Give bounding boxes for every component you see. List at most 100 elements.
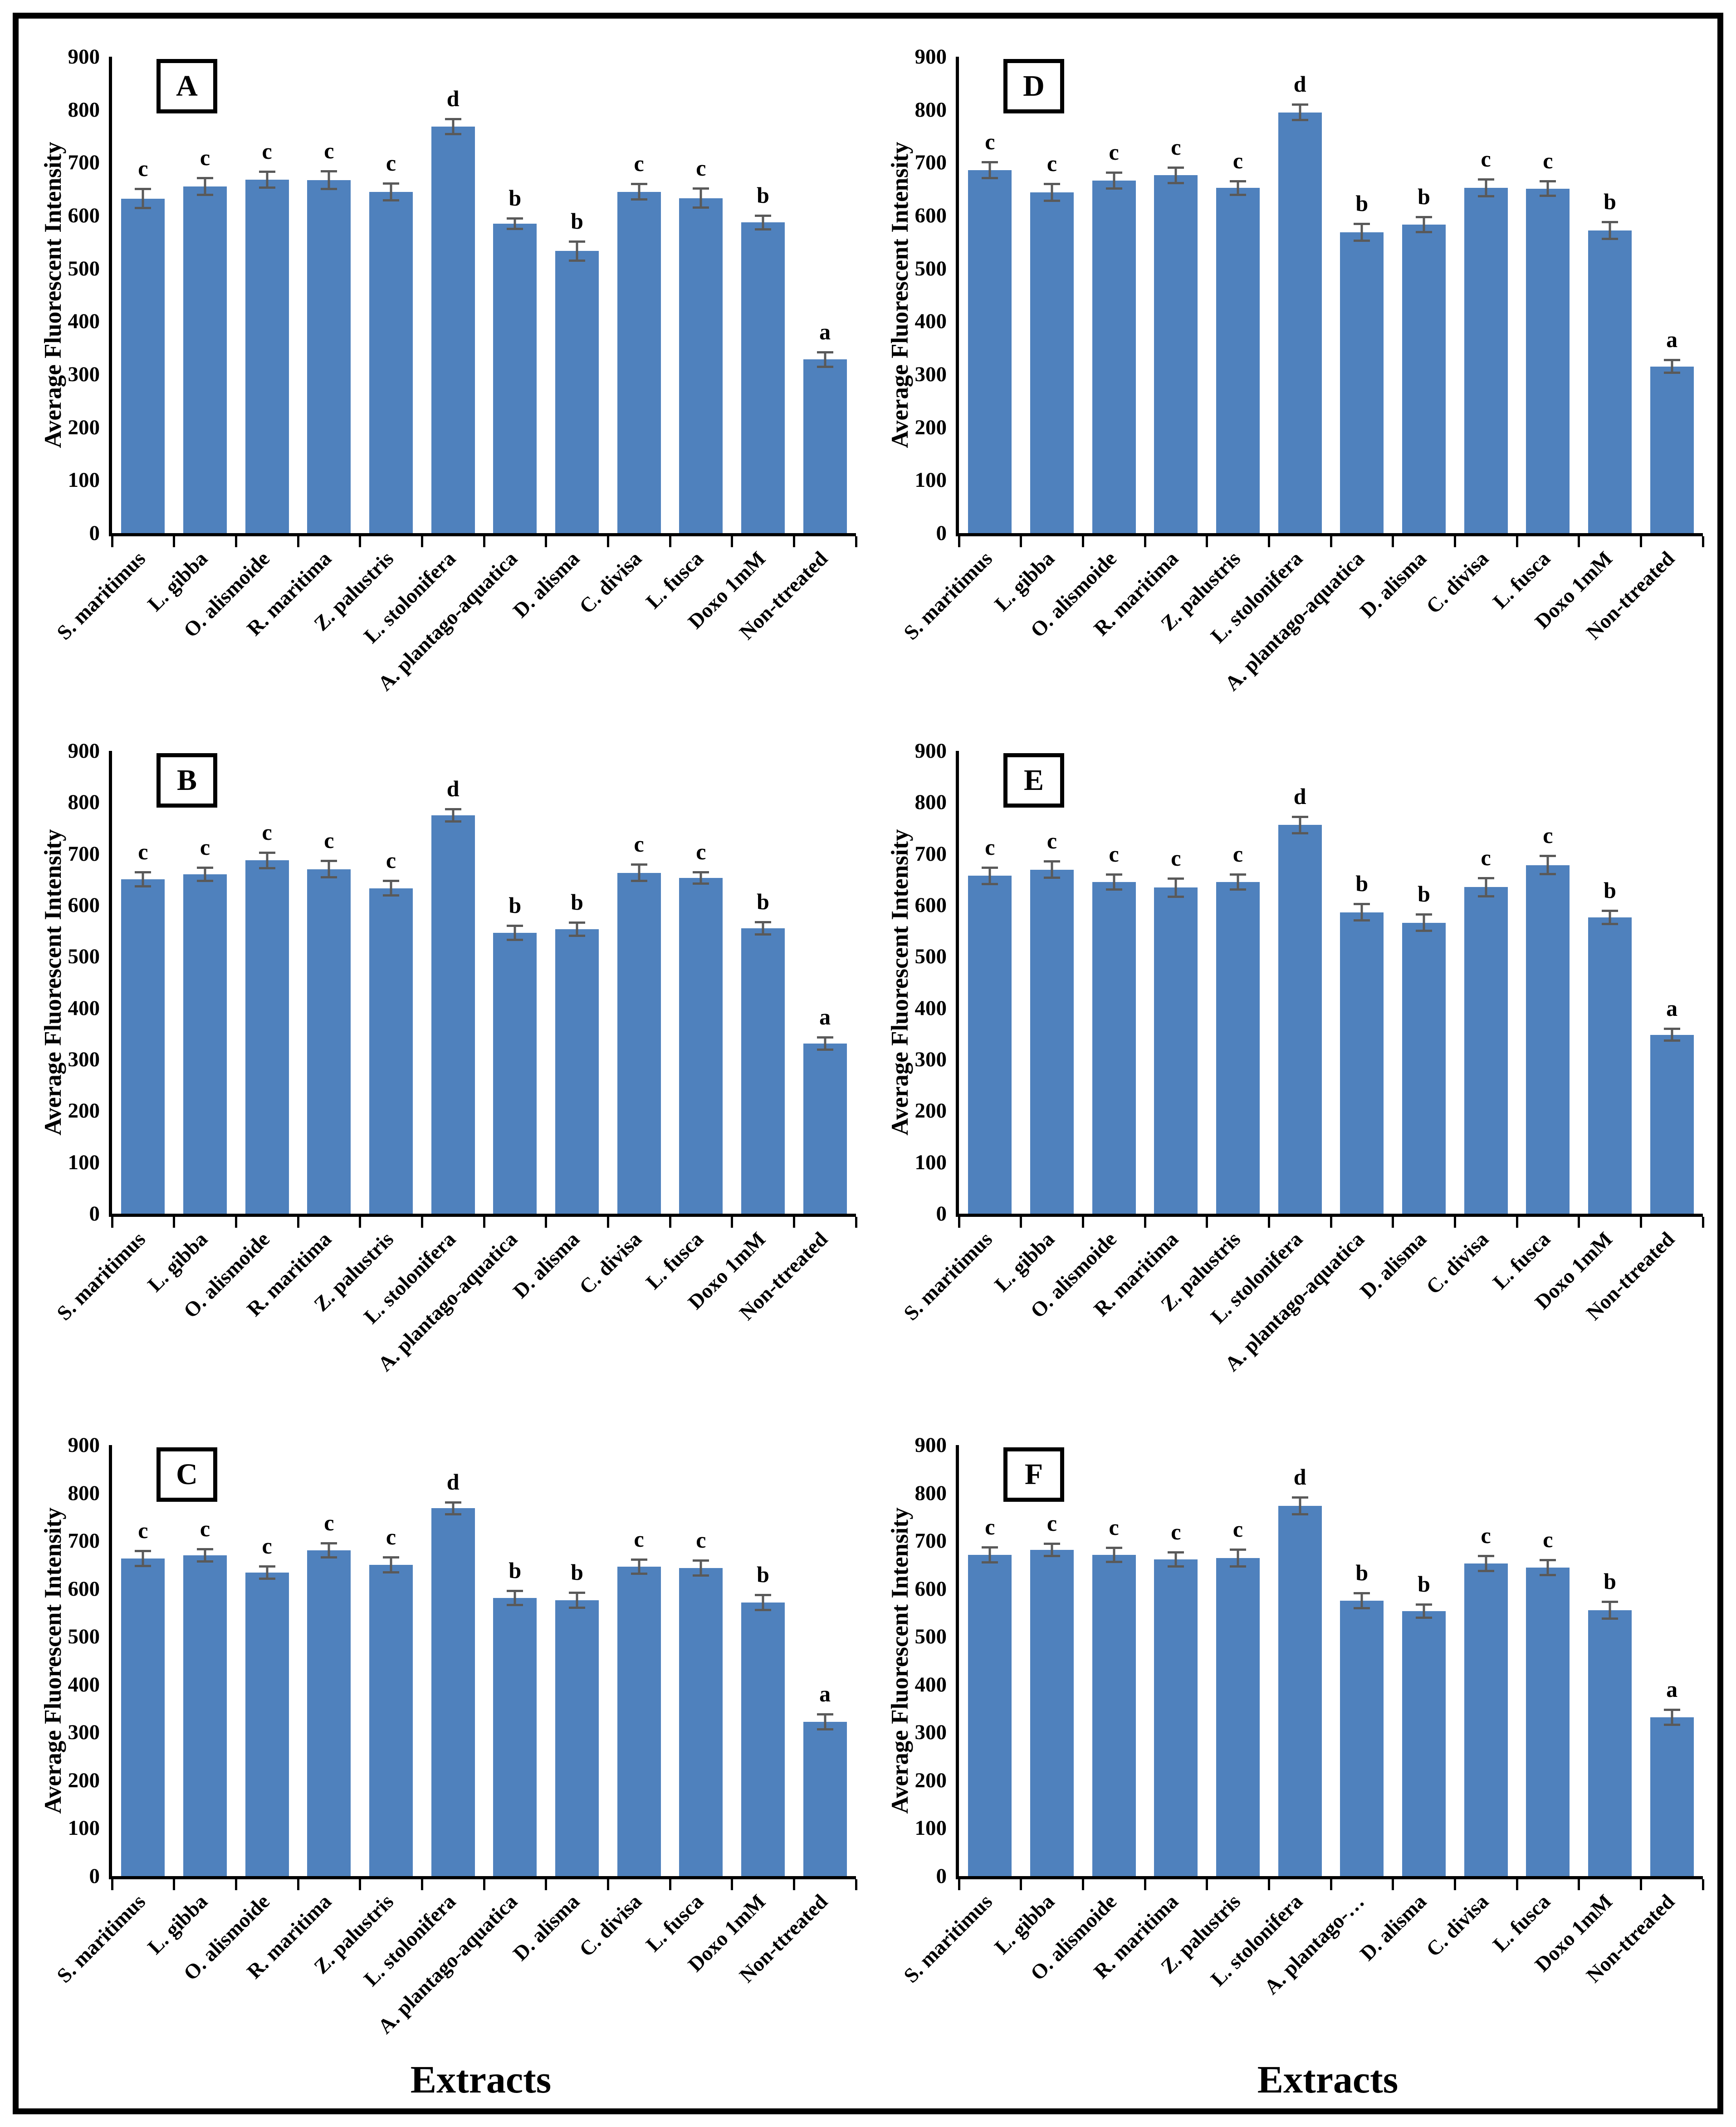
error-cap: [1663, 1723, 1680, 1726]
error-whisker: [576, 1592, 578, 1609]
sig-letter-11: a: [819, 319, 831, 344]
x-axis-tick: [792, 1879, 795, 1890]
bar-2: [1092, 882, 1136, 1214]
bar-11: [803, 1722, 847, 1876]
error-cap: [259, 867, 275, 869]
y-tick-label: 400: [68, 996, 100, 1020]
error-cap: [693, 882, 709, 885]
error-cap: [445, 1513, 461, 1516]
y-tick-label: 800: [914, 98, 947, 122]
y-tick-label: 800: [914, 790, 947, 814]
error-bar-7: [569, 921, 585, 937]
error-cap: [1416, 1617, 1432, 1619]
error-cap: [1044, 860, 1060, 863]
error-bar-11: [817, 1713, 833, 1731]
error-cap: [1230, 873, 1246, 876]
sig-letter-10: b: [1604, 877, 1616, 903]
error-bar-10: [1602, 221, 1618, 240]
error-cap: [569, 921, 585, 924]
panel-b: Average Fluorescent Intensity 900 800 700 60…: [20, 715, 869, 1409]
sig-letter-8: c: [1481, 146, 1491, 172]
error-bar-3: [321, 170, 337, 190]
error-whisker: [390, 880, 392, 897]
error-cap: [197, 193, 213, 196]
error-bar-2: [259, 852, 275, 869]
sig-letter-11: a: [819, 1681, 831, 1707]
error-bar-5: [1291, 103, 1308, 122]
bar-2: [1092, 181, 1136, 533]
error-cap: [1477, 895, 1494, 897]
sig-letter-0: c: [985, 834, 995, 860]
error-cap: [982, 161, 998, 163]
sig-letter-9: c: [1543, 1527, 1553, 1553]
sig-letter-10: b: [757, 182, 769, 208]
error-bar-6: [507, 1589, 523, 1606]
error-cap: [1044, 877, 1060, 879]
error-cap: [1540, 195, 1556, 197]
error-whisker: [142, 1550, 144, 1568]
error-cap: [383, 182, 399, 185]
x-axis-tick: [545, 1217, 548, 1228]
error-whisker: [1609, 910, 1611, 926]
panel-a: Average Fluorescent Intensity 900 800 700 60…: [20, 20, 869, 715]
error-cap: [755, 1609, 771, 1612]
error-cap: [982, 867, 998, 869]
y-tick-label: 100: [68, 468, 100, 492]
y-tick-label: 600: [68, 204, 100, 227]
error-bar-10: [755, 1594, 771, 1612]
error-whisker: [142, 871, 144, 888]
y-axis-title: Average Fluorescent Intensity: [40, 1507, 66, 1814]
error-bar-1: [1044, 182, 1060, 202]
panel-c: Average Fluorescent Intensity 900 800 700 60…: [20, 1409, 869, 2103]
bar-2: [245, 179, 289, 533]
error-cap: [693, 1559, 709, 1562]
error-bar-2: [259, 1565, 275, 1580]
bar-8: [1464, 188, 1508, 533]
error-cap: [1540, 1574, 1556, 1577]
error-cap: [817, 1713, 833, 1716]
error-cap: [817, 1728, 833, 1731]
error-bar-6: [507, 217, 523, 230]
y-tick-label: 500: [68, 945, 100, 969]
bar-4: [369, 191, 413, 533]
sig-letter-3: c: [324, 1510, 334, 1536]
bar-9: [679, 877, 723, 1214]
bar-1: [1030, 192, 1074, 533]
x-axis-tick: [545, 536, 548, 547]
error-cap: [1105, 187, 1122, 190]
error-cap: [1602, 1601, 1618, 1603]
error-cap: [1105, 1560, 1122, 1563]
error-cap: [755, 228, 771, 230]
error-cap: [321, 1542, 337, 1545]
x-axis-tick: [545, 1879, 548, 1890]
sig-letter-8: c: [1481, 1522, 1491, 1548]
x-axis-tick: [1392, 1879, 1394, 1890]
x-axis-tick: [111, 1217, 113, 1228]
y-tick-label: 900: [914, 45, 947, 69]
x-axis-tick: [173, 536, 176, 547]
error-bar-8: [1477, 178, 1494, 198]
error-cap: [259, 852, 275, 854]
error-bar-7: [1416, 1603, 1432, 1619]
error-cap: [1044, 1543, 1060, 1545]
error-bar-3: [1168, 166, 1184, 185]
sig-letter-9: c: [1543, 822, 1553, 848]
error-whisker: [1113, 172, 1115, 190]
x-axis-tick: [1081, 1217, 1084, 1228]
sig-letter-9: c: [1543, 147, 1553, 173]
error-cap: [631, 1558, 647, 1561]
error-bar-0: [982, 1546, 998, 1563]
error-cap: [1105, 888, 1122, 891]
plot-area: c c c c c d b b c c b a: [956, 57, 1704, 547]
bar-0: [968, 1554, 1012, 1876]
error-bar-9: [1540, 1559, 1556, 1577]
error-bar-2: [1105, 873, 1122, 891]
y-tick-label: 100: [914, 1150, 947, 1174]
x-axis-tick: [1144, 1879, 1146, 1890]
error-whisker: [1546, 180, 1549, 197]
error-whisker: [1051, 1543, 1053, 1557]
x-axis-tick: [421, 1217, 423, 1228]
error-whisker: [1360, 1592, 1363, 1610]
error-cap: [631, 198, 647, 201]
